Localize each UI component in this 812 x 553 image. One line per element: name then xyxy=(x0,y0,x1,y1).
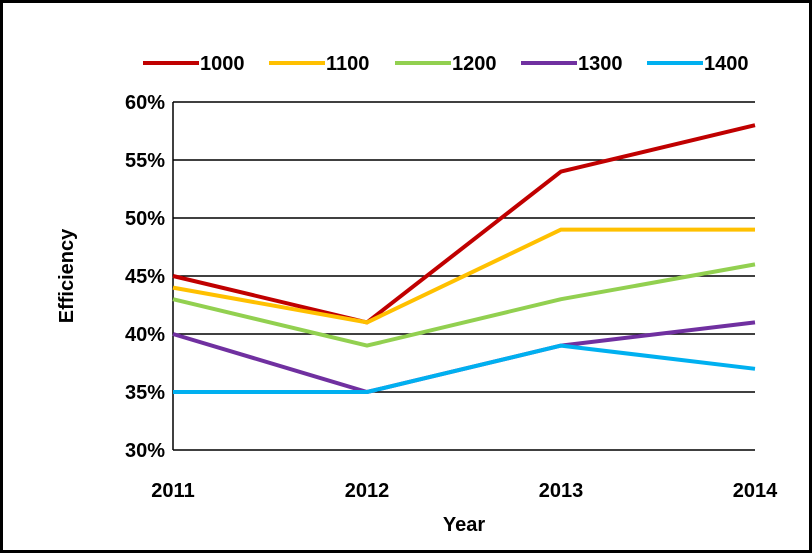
y-tick-label: 60% xyxy=(125,92,165,114)
legend-label: 1200 xyxy=(452,53,497,75)
x-tick-labels: 2011 2012 2013 2014 xyxy=(151,480,778,502)
legend-label: 1400 xyxy=(704,53,749,75)
y-tick-label: 35% xyxy=(125,382,165,404)
line-chart: 30% 35% 40% 45% 50% 55% 60% 2011 2012 2013 2014 1… xyxy=(56,53,778,536)
series-line-1200 xyxy=(172,262,756,348)
y-tick-labels: 30% 35% 40% 45% 50% 55% 60% xyxy=(125,92,165,462)
x-tick-label: 2014 xyxy=(733,480,778,502)
x-axis-title: Year xyxy=(443,514,485,536)
series-line-1000 xyxy=(172,123,756,325)
x-tick-label: 2012 xyxy=(345,480,390,502)
x-tick-label: 2013 xyxy=(539,480,584,502)
legend-label: 1100 xyxy=(326,53,369,75)
y-tick-label: 55% xyxy=(125,150,165,172)
y-tick-label: 50% xyxy=(125,208,165,230)
legend-label: 1000 xyxy=(200,53,245,75)
series-line-1400 xyxy=(173,343,756,394)
y-axis-title: Efficiency xyxy=(56,228,78,323)
legend: 1000 1100 1200 1300 1400 xyxy=(143,53,749,75)
series-lines xyxy=(172,123,756,394)
x-tick-label: 2011 xyxy=(151,480,194,502)
y-tick-label: 45% xyxy=(125,266,165,288)
legend-label: 1300 xyxy=(578,53,623,75)
series-line-1100 xyxy=(172,227,755,325)
y-tick-label: 30% xyxy=(125,440,165,462)
y-tick-label: 40% xyxy=(125,324,165,346)
